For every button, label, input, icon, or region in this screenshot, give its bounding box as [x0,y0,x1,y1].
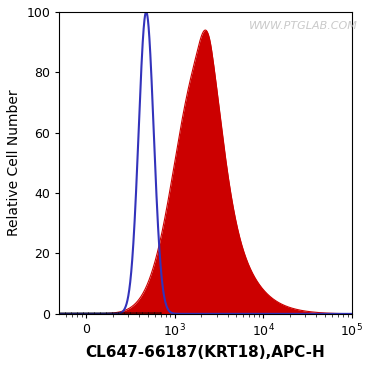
X-axis label: CL647-66187(KRT18),APC-H: CL647-66187(KRT18),APC-H [85,345,325,360]
Text: WWW.PTGLAB.COM: WWW.PTGLAB.COM [249,21,358,31]
Y-axis label: Relative Cell Number: Relative Cell Number [7,90,21,236]
